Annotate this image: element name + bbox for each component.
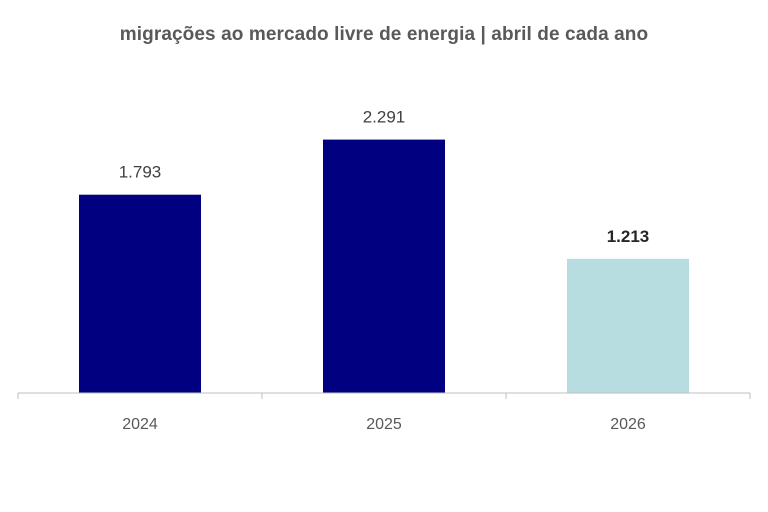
data-label-2026: 1.213 [607,227,650,246]
x-tick-label-2026: 2026 [610,416,646,433]
data-label-2024: 1.793 [119,163,162,182]
bar-2024 [79,194,201,393]
bar-2026 [567,258,689,393]
data-label-2025: 2.291 [363,108,406,127]
chart-title: migrações ao mercado livre de energia | … [119,24,649,45]
x-tick-label-2025: 2025 [366,416,402,433]
bar-2025 [323,139,445,393]
x-tick-label-2024: 2024 [122,416,158,433]
